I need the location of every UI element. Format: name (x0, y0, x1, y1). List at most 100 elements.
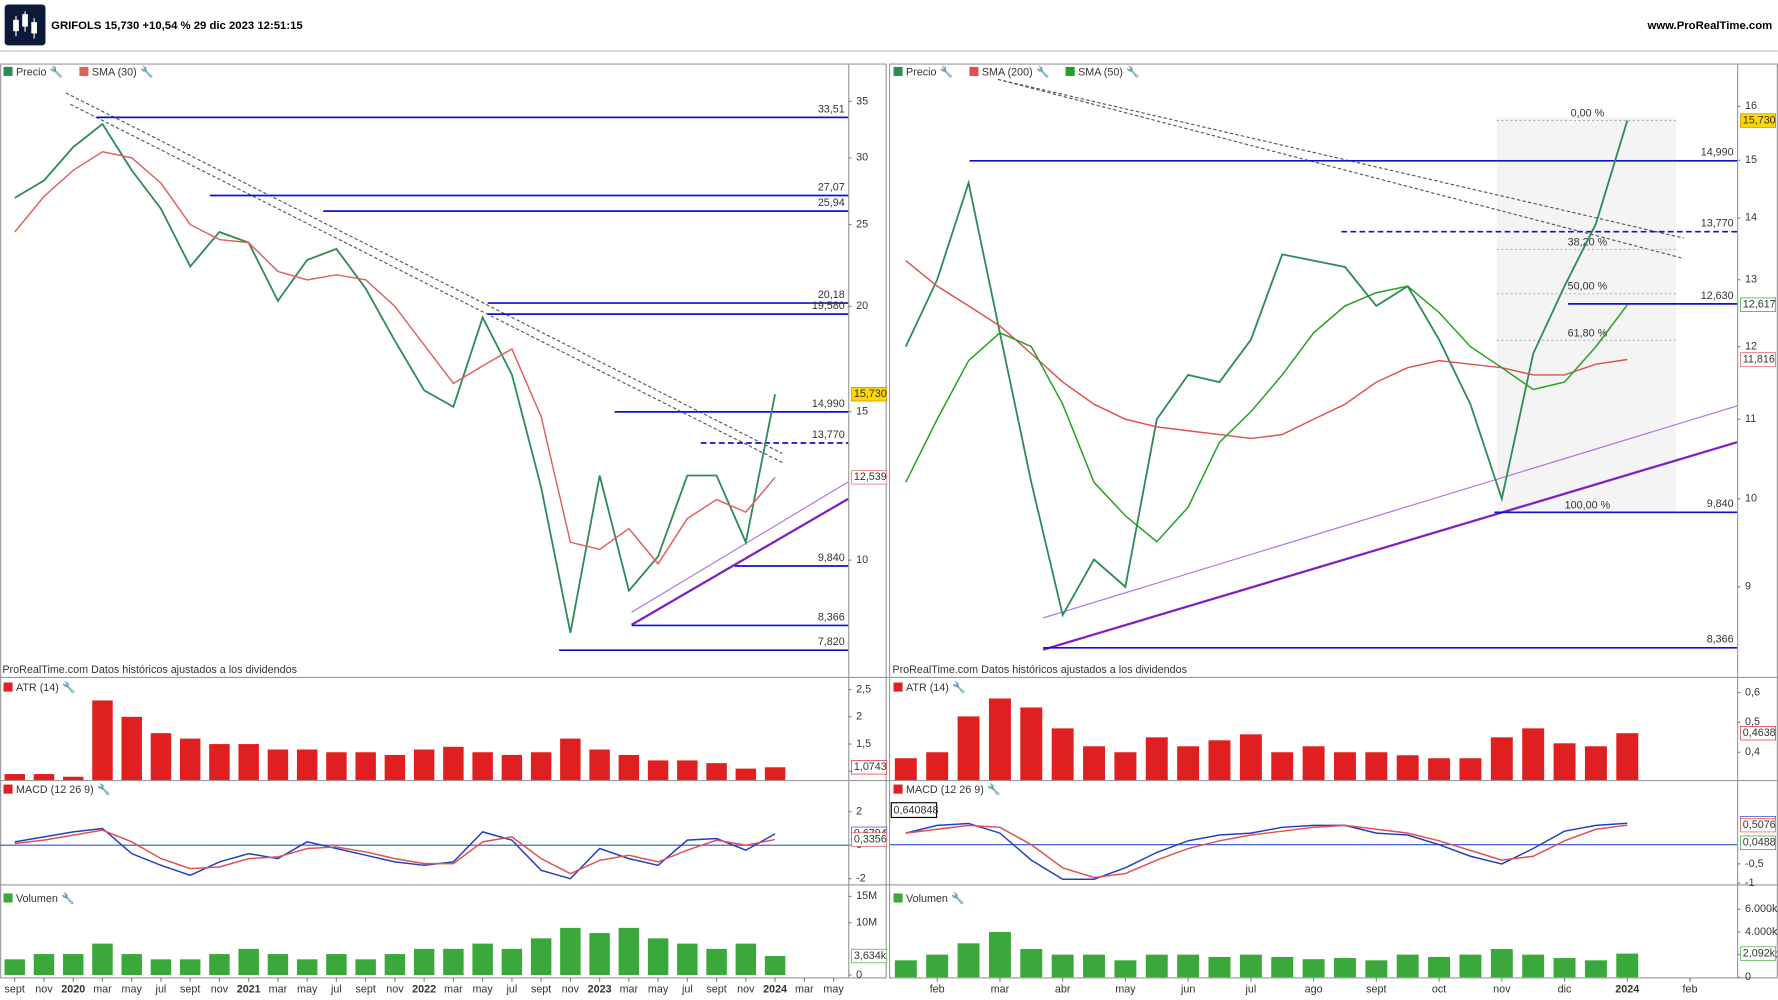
bar (1208, 956, 1231, 978)
bar (179, 738, 201, 781)
bar (1145, 737, 1168, 781)
x-tick-label: sept (1366, 984, 1386, 996)
legend-swatch (893, 682, 903, 692)
bar (355, 959, 376, 976)
price-tag (851, 948, 888, 964)
x-tick-label: mar (269, 984, 288, 996)
bar (4, 774, 25, 781)
y-tick-label: 11 (1745, 413, 1756, 425)
series-line (904, 120, 1629, 618)
y-tick-label: 10 (856, 554, 868, 566)
bar (1428, 758, 1451, 781)
bar (589, 749, 610, 781)
y-tick-label: 0,5 (1745, 716, 1760, 728)
panel-frames (0, 63, 1778, 979)
level-label: 14,990 (812, 398, 845, 410)
x-tick-label: sept (706, 984, 726, 996)
bar (894, 758, 917, 781)
bar (296, 749, 318, 781)
bar (267, 954, 289, 976)
x-tick-label: 2023 (588, 984, 612, 996)
bar (926, 752, 949, 781)
legend-label: ATR (14) (16, 682, 59, 694)
x-tick-label: mar (444, 984, 463, 996)
bar (957, 943, 980, 978)
y-tick-label: 10M (856, 916, 877, 928)
y-tick-label: 30 (856, 152, 868, 164)
bar (560, 927, 581, 976)
legend-tools: 🔧 (140, 64, 153, 78)
bar (384, 754, 406, 781)
x-tick-label: sept (531, 984, 551, 996)
y-tick-label: 15 (856, 406, 868, 418)
legend-label: Precio (16, 66, 47, 78)
readout-box (890, 802, 938, 819)
bar (209, 744, 230, 781)
header-site[interactable]: www.ProRealTime.com (1647, 20, 1773, 32)
y-tick-label: 16 (1745, 100, 1757, 112)
x-tick-label: jun (1180, 984, 1195, 996)
bar (647, 760, 669, 781)
bar (62, 954, 84, 976)
bar (33, 954, 55, 976)
bar (1459, 954, 1482, 978)
bar (957, 716, 980, 781)
bar (92, 700, 113, 781)
price-tag (851, 387, 888, 402)
y-tick-label: 2 (856, 711, 862, 723)
x-tick-label: nov (386, 984, 404, 996)
bar (677, 760, 698, 781)
legend-label: SMA (200) (982, 66, 1033, 78)
bar (1333, 958, 1356, 978)
bar (735, 943, 757, 976)
y-tick-label: 12 (1745, 340, 1757, 352)
series-line (14, 151, 776, 566)
x-tick-label: may (472, 984, 493, 996)
legend-swatch (893, 893, 903, 903)
bar (1271, 752, 1294, 781)
y-tick-label: 20 (856, 300, 868, 312)
legend-tools: 🔧 (97, 782, 110, 796)
price-tag (851, 470, 888, 485)
y-tick-label: 1,5 (856, 738, 871, 750)
support-lines (631, 405, 1738, 651)
y-tick-label: 15 (1745, 154, 1757, 166)
bar (1302, 746, 1325, 781)
legend-tools: 🔧 (62, 680, 75, 694)
level-label: 9,840 (818, 552, 845, 564)
x-tick-label: nov (211, 984, 229, 996)
fib-label: 0,00 % (1571, 108, 1605, 120)
level-label: 19,580 (812, 300, 845, 312)
x-tick-label: mar (93, 984, 112, 996)
bar (1490, 737, 1513, 781)
price-tag (1740, 835, 1776, 850)
bar (530, 938, 552, 976)
bar (677, 943, 698, 976)
bar (384, 954, 406, 976)
legend-tools: 🔧 (1036, 64, 1049, 78)
series-line (905, 824, 1628, 879)
bar (121, 954, 142, 976)
level-label: 13,770 (1701, 218, 1734, 230)
legend-swatch (79, 66, 89, 76)
readout: 0,640848 (894, 805, 939, 817)
data-note: ProRealTime.com Datos históricos ajustad… (892, 664, 1187, 676)
bar (988, 931, 1011, 978)
bar (150, 733, 172, 781)
x-tick-label: feb (930, 984, 945, 996)
y-tick-label: 4.000k (1745, 926, 1778, 938)
y-tick-label: 9 (1745, 581, 1751, 593)
level-label: 7,820 (818, 636, 845, 648)
x-tick-label: dic (1558, 984, 1572, 996)
level-label: 9,840 (1707, 498, 1734, 510)
y-tick-label: 2,5 (856, 683, 871, 695)
bar (706, 948, 727, 976)
legend-tools: 🔧 (50, 64, 63, 78)
series-line (905, 285, 1628, 543)
data-note: ProRealTime.com Datos históricos ajustad… (2, 664, 297, 676)
x-tick-label: 2024 (1615, 984, 1639, 996)
bar (1114, 960, 1137, 978)
bar (1396, 954, 1419, 978)
bar (1051, 954, 1074, 978)
